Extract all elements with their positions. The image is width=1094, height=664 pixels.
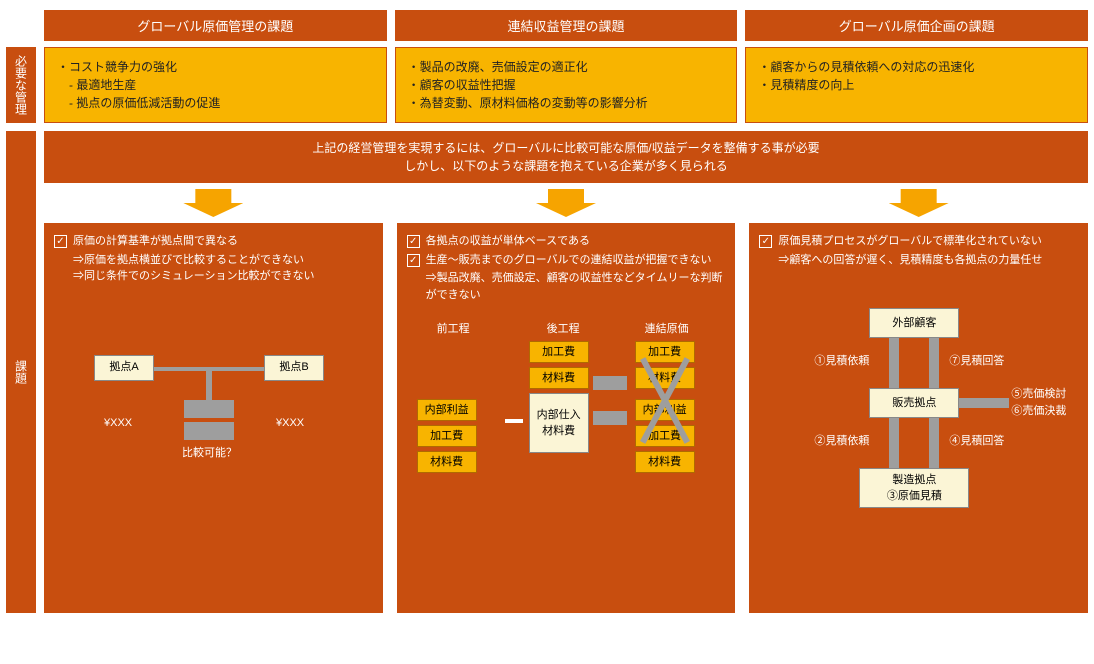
banner-l1: 上記の経営管理を実現するには、グローバルに比較可能な原価/収益データを整備する事… (54, 139, 1078, 157)
edge-2: ②見積依頼 (814, 433, 869, 450)
issue2-c2s1: ⇒製品改廃、売価設定、顧客の収益性などタイムリーな判断ができない (407, 270, 726, 303)
need-col1-l2: - 最適地生産 (57, 76, 374, 94)
issue1-c1s2: ⇒同じ条件でのシミュレーション比較ができない (54, 268, 373, 285)
edge-7: ⑦見積回答 (949, 353, 1004, 370)
need-col2-l2: ・顧客の収益性把握 (408, 76, 725, 94)
down-arrow-icon (536, 189, 596, 217)
issue-col3: ✓ 原価見積プロセスがグローバルで標準化されていない ⇒顧客への回答が遅く、見積… (749, 223, 1088, 613)
need-col2: ・製品の改廃、売価設定の適正化 ・顧客の収益性把握 ・為替変動、原材料価格の変動… (395, 47, 738, 123)
h-pre: 前工程 (437, 321, 470, 338)
need-row: 必要な管理 ・コスト競争力の強化 - 最適地生産 - 拠点の原価低減活動の促進 … (6, 47, 1088, 123)
header-col3: グローバル原価企画の課題 (745, 10, 1088, 41)
cross-icon (635, 353, 695, 448)
arrow-row (44, 189, 1088, 217)
d2-post-zairyo: 材料費 (529, 367, 589, 389)
node-mfg: 製造拠点 ③原価見積 (859, 468, 969, 508)
issue-area: 課題 上記の経営管理を実現するには、グローバルに比較可能な原価/収益データを整備… (6, 131, 1088, 613)
d2-conn-zairyo2: 材料費 (635, 451, 695, 473)
issue3-c1s1: ⇒顧客への回答が遅く、見積精度も各拠点の力量任せ (759, 252, 1078, 269)
need-col3-l2: ・見積精度の向上 (758, 76, 1075, 94)
d2-pre-kakou: 加工費 (417, 425, 477, 447)
need-col2-l1: ・製品の改廃、売価設定の適正化 (408, 58, 725, 76)
d1-xb: ¥XXX (276, 415, 304, 432)
check-icon: ✓ (54, 235, 67, 248)
d2-pre-naibur: 内部利益 (417, 399, 477, 421)
need-col1: ・コスト競争力の強化 - 最適地生産 - 拠点の原価低減活動の促進 (44, 47, 387, 123)
need-col2-l3: ・為替変動、原材料価格の変動等の影響分析 (408, 94, 725, 112)
node-customer: 外部顧客 (869, 308, 959, 338)
edge-side: ⑤売価検討 ⑥売価決裁 (1011, 386, 1066, 419)
edge-4: ④見積回答 (949, 433, 1004, 450)
issue2-c2: 生産～販売までのグローバルでの連結収益が把握できない (426, 252, 712, 269)
d1-xa: ¥XXX (104, 415, 132, 432)
header-col2: 連結収益管理の課題 (395, 10, 738, 41)
issue1-c1s1: ⇒原価を拠点横並びで比較することができない (54, 252, 373, 269)
need-col3-l1: ・顧客からの見積依頼への対応の迅速化 (758, 58, 1075, 76)
issue-col1: ✓ 原価の計算基準が拠点間で異なる ⇒原価を拠点横並びで比較することができない … (44, 223, 383, 613)
header-col1: グローバル原価管理の課題 (44, 10, 387, 41)
side-label-issue: 課題 (6, 131, 36, 613)
d2-post-kakou: 加工費 (529, 341, 589, 363)
down-arrow-icon (183, 189, 243, 217)
need-col3: ・顧客からの見積依頼への対応の迅速化 ・見積精度の向上 (745, 47, 1088, 123)
node-sales: 販売拠点 (869, 388, 959, 418)
d2-naibu-s: 内部仕入 材料費 (529, 393, 589, 453)
check-icon: ✓ (407, 254, 420, 267)
header-row: グローバル原価管理の課題 連結収益管理の課題 グローバル原価企画の課題 (6, 10, 1088, 41)
edge-1: ①見積依頼 (814, 353, 869, 370)
issue3-c1: 原価見積プロセスがグローバルで標準化されていない (778, 233, 1042, 250)
issue-col2: ✓ 各拠点の収益が単体ベースである ✓ 生産～販売までのグローバルでの連結収益が… (397, 223, 736, 613)
issue1-c1: 原価の計算基準が拠点間で異なる (73, 233, 238, 250)
check-icon: ✓ (407, 235, 420, 248)
down-arrow-icon (889, 189, 949, 217)
d1-box-b: 拠点B (264, 355, 324, 381)
d2-pre-zairyo: 材料費 (417, 451, 477, 473)
need-col1-l3: - 拠点の原価低減活動の促進 (57, 94, 374, 112)
side-label-need: 必要な管理 (6, 47, 36, 123)
need-col1-l1: ・コスト競争力の強化 (57, 58, 374, 76)
issue2-c1: 各拠点の収益が単体ベースである (426, 233, 590, 250)
check-icon: ✓ (759, 235, 772, 248)
h-conn: 連結原価 (645, 321, 689, 338)
h-post: 後工程 (547, 321, 580, 338)
issue-banner: 上記の経営管理を実現するには、グローバルに比較可能な原価/収益データを整備する事… (44, 131, 1088, 183)
d1-q: 比較可能？ (182, 445, 237, 462)
d1-box-a: 拠点A (94, 355, 154, 381)
banner-l2: しかし、以下のような課題を抱えている企業が多く見られる (54, 157, 1078, 175)
